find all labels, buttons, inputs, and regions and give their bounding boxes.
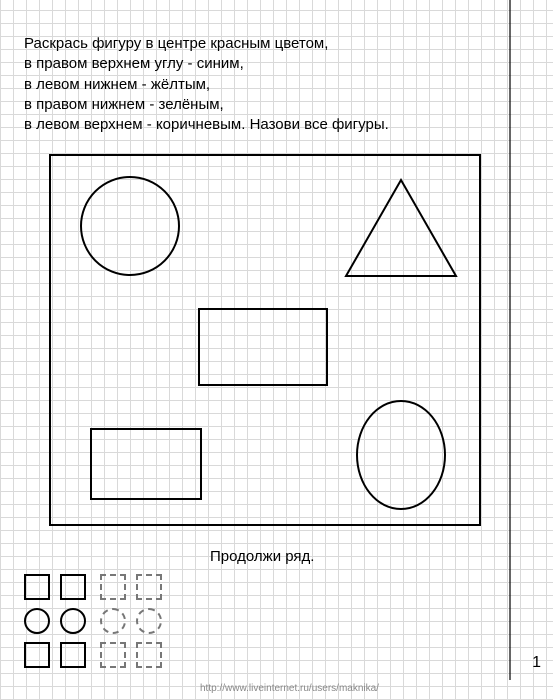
instruction-line-2: в правом верхнем углу - синим, bbox=[24, 54, 389, 74]
instruction-line-4: в правом нижнем - зелёным, bbox=[24, 95, 389, 115]
continue-pattern-label: Продолжи ряд. bbox=[210, 548, 314, 565]
instruction-line-5: в левом верхнем - коричневым. Назови все… bbox=[24, 115, 389, 135]
rectangle-bottom-left bbox=[90, 428, 202, 500]
margin-line bbox=[509, 0, 511, 680]
pattern-square bbox=[60, 574, 86, 600]
rectangle-center bbox=[198, 308, 328, 386]
instructions-block: Раскрась фигуру в центре красным цветом,… bbox=[24, 34, 389, 135]
instruction-line-1: Раскрась фигуру в центре красным цветом, bbox=[24, 34, 389, 54]
pattern-circle-dashed bbox=[100, 608, 126, 634]
pattern-square bbox=[60, 642, 86, 668]
pattern-square bbox=[24, 642, 50, 668]
page-number: 1 bbox=[532, 654, 541, 672]
pattern-square-dashed bbox=[136, 642, 162, 668]
pattern-circle bbox=[60, 608, 86, 634]
pattern-square-dashed bbox=[100, 642, 126, 668]
pattern-circle-dashed bbox=[136, 608, 162, 634]
pattern-square-dashed bbox=[100, 574, 126, 600]
ellipse-bottom-right bbox=[356, 400, 446, 510]
footer-source-url: http://www.liveinternet.ru/users/maknika… bbox=[200, 683, 379, 694]
pattern-square bbox=[24, 574, 50, 600]
triangle-top-right bbox=[344, 178, 458, 278]
pattern-circle bbox=[24, 608, 50, 634]
circle-top-left bbox=[80, 176, 180, 276]
pattern-square-dashed bbox=[136, 574, 162, 600]
instruction-line-3: в левом нижнем - жёлтым, bbox=[24, 75, 389, 95]
